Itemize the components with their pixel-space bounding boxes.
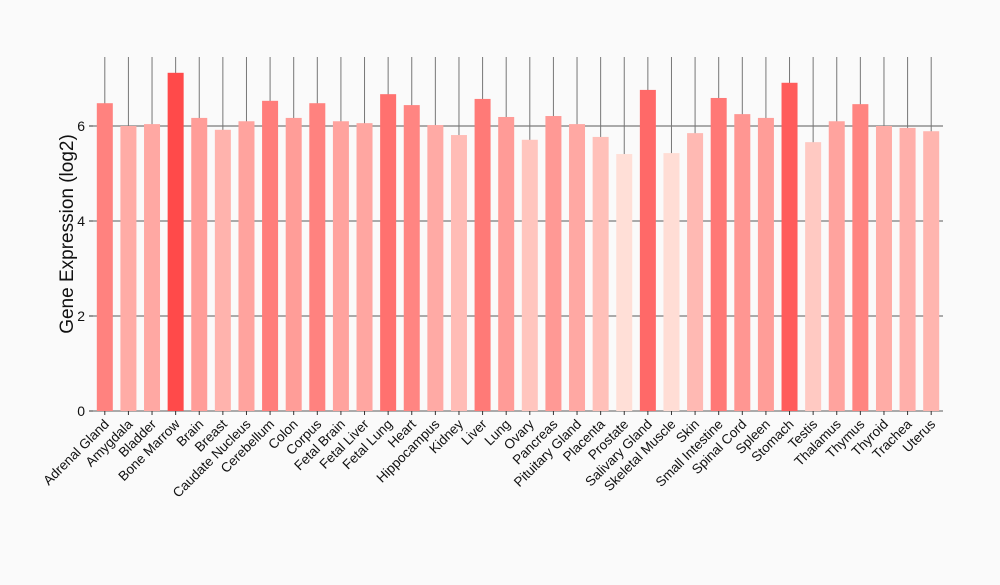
bar-pancreas [545, 116, 562, 412]
bar-cerebellum [262, 100, 279, 411]
y-tick-label: 6 [77, 118, 85, 134]
bar-fetal-liver [356, 123, 373, 412]
bar-fetal-lung [380, 94, 397, 412]
bar-spleen [757, 117, 774, 412]
bar-trachea [899, 127, 916, 412]
bar-ovary [521, 139, 538, 411]
bar-caudate-nucleus [238, 121, 255, 411]
bar-salivary-gland [639, 89, 656, 412]
bar-lung [498, 116, 515, 411]
y-tick-label: 2 [77, 308, 85, 324]
bar-thalamus [828, 121, 845, 411]
bar-bladder [144, 124, 161, 411]
bar-uterus [923, 131, 940, 411]
bar-amygdala [120, 126, 137, 411]
y-axis-ticks: 0 2 4 6 [77, 118, 93, 419]
y-tick-label: 4 [77, 213, 85, 229]
y-tick-label: 0 [77, 403, 85, 419]
grid [93, 125, 943, 412]
bar-thymus [852, 104, 869, 412]
bar-testis [805, 142, 822, 411]
bar-corpus [309, 103, 326, 411]
bar-kidney [450, 135, 467, 411]
bar-small-intestine [710, 97, 727, 411]
bar-stomach [781, 82, 798, 412]
bar-adrenal-gland [96, 103, 113, 411]
bars [96, 72, 940, 412]
bar-skeletal-muscle [663, 153, 680, 411]
bar-pituitary-gland [569, 124, 586, 411]
bar-spinal-cord [734, 114, 751, 411]
bar-breast [214, 129, 231, 412]
bar-colon [285, 117, 302, 412]
bar-prostate [616, 154, 633, 411]
x-tick-label: Liver [458, 416, 490, 448]
bar-brain [191, 117, 208, 412]
y-axis-label: Gene Expression (log2) [57, 134, 78, 334]
bar-bone-marrow [167, 72, 184, 412]
bar-heart [403, 105, 420, 411]
bar-thyroid [875, 126, 892, 411]
bar-liver [474, 98, 491, 412]
bar-placenta [592, 136, 609, 412]
bar-hippocampus [427, 125, 444, 412]
bar-fetal-brain [332, 121, 349, 411]
bar-skin [687, 133, 704, 411]
